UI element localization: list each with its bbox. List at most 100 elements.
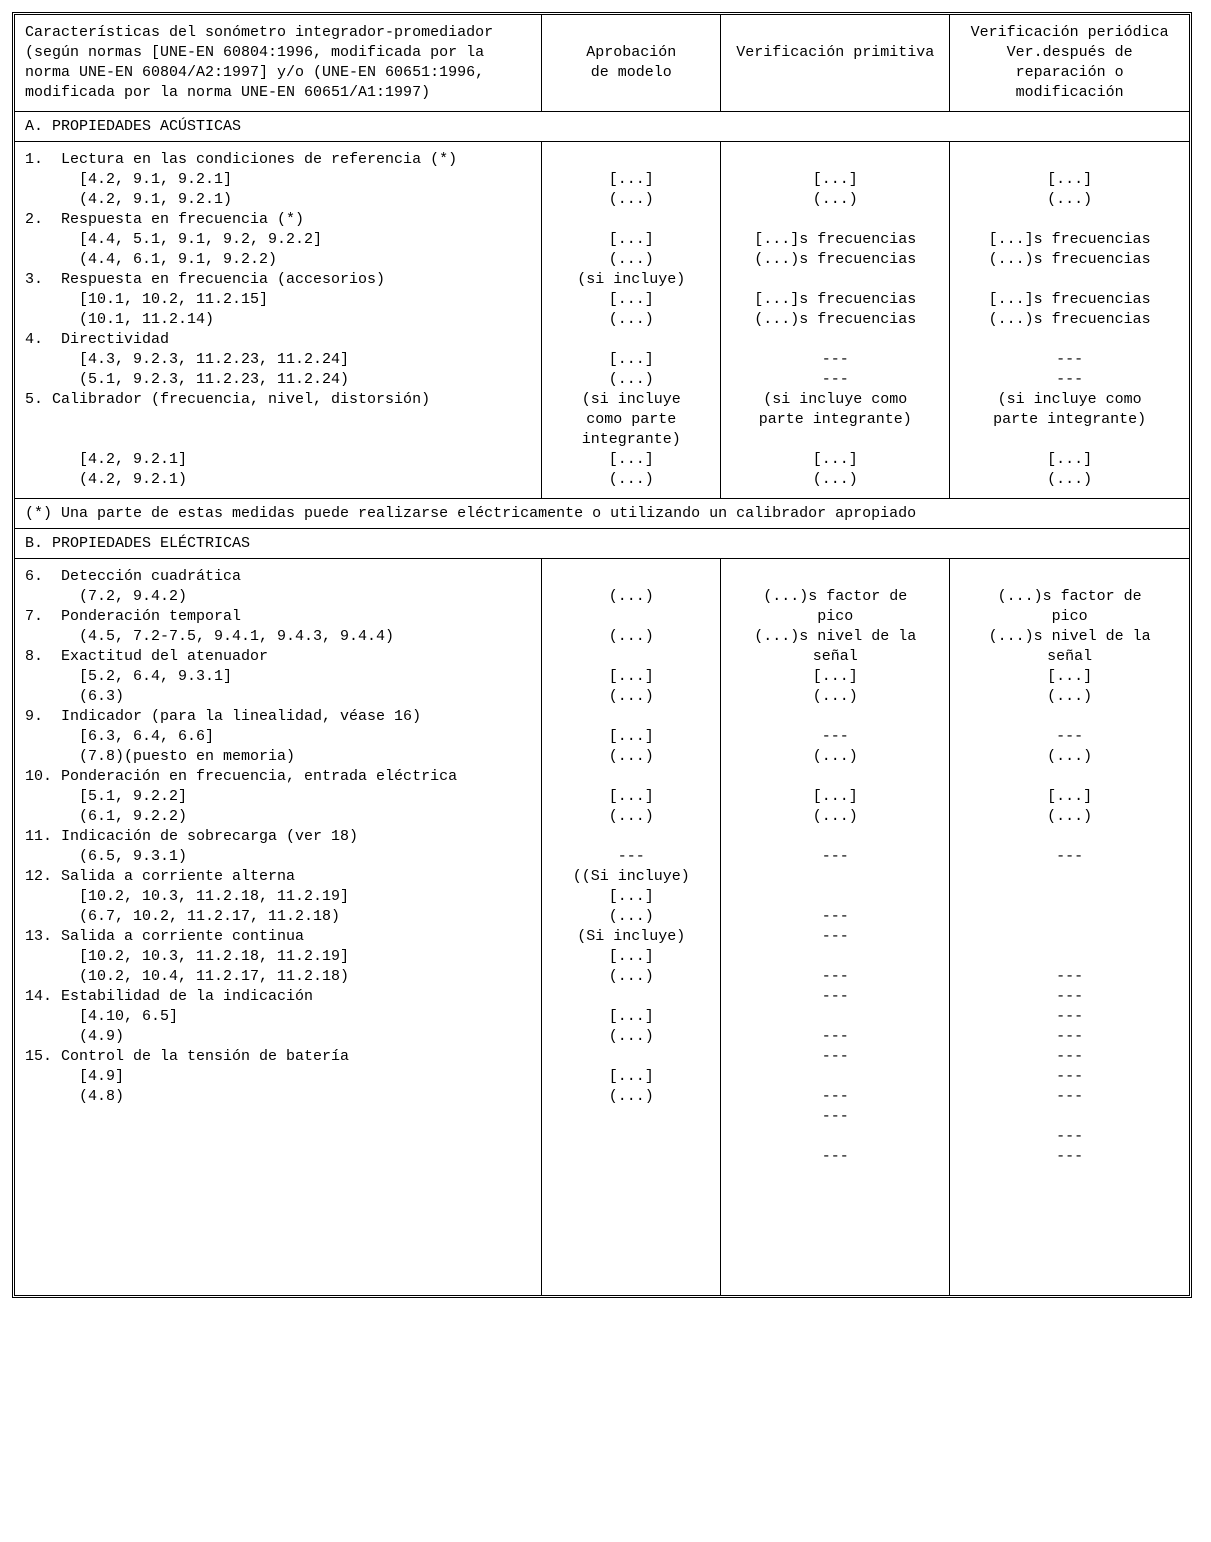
text-line: 7. Ponderación temporal: [25, 607, 531, 627]
hdr4-l5: modificación: [1016, 84, 1124, 101]
text-line: [25, 410, 531, 430]
text-line: (10.2, 10.4, 11.2.17, 11.2.18): [25, 967, 531, 987]
text-line: ---: [731, 1147, 939, 1167]
text-line: [552, 607, 710, 627]
text-line: (...)s nivel de la: [731, 627, 939, 647]
header-col1: Características del sonómetro integrador…: [15, 15, 542, 111]
text-line: [731, 1267, 939, 1287]
text-line: [...]s frecuencias: [960, 290, 1179, 310]
text-line: (...): [960, 470, 1179, 490]
text-line: [552, 1187, 710, 1207]
text-line: (...): [552, 587, 710, 607]
header-col2: Aprobación de modelo: [542, 15, 721, 111]
text-line: [4.10, 6.5]: [25, 1007, 531, 1027]
text-line: (...): [960, 190, 1179, 210]
text-line: [...]s frecuencias: [731, 230, 939, 250]
text-line: ---: [960, 727, 1179, 747]
text-line: [...]: [552, 887, 710, 907]
section-b-col4: (...)s factor depico(...)s nivel de lase…: [950, 559, 1189, 1295]
text-line: [...]: [552, 170, 710, 190]
text-line: (...): [552, 190, 710, 210]
text-line: ---: [960, 1067, 1179, 1087]
text-line: [552, 1207, 710, 1227]
text-line: (...): [731, 807, 939, 827]
text-line: (...)s frecuencias: [960, 310, 1179, 330]
section-b-body: 6. Detección cuadrática (7.2, 9.4.2)7. P…: [15, 559, 1189, 1295]
text-line: [25, 1247, 531, 1267]
text-line: [25, 1167, 531, 1187]
text-line: (...)s factor de: [731, 587, 939, 607]
text-line: [731, 270, 939, 290]
text-line: ---: [960, 1047, 1179, 1067]
text-line: [6.3, 6.4, 6.6]: [25, 727, 531, 747]
text-line: [...]: [552, 450, 710, 470]
text-line: (...): [552, 747, 710, 767]
text-line: [960, 1207, 1179, 1227]
text-line: ---: [960, 1087, 1179, 1107]
text-line: (Si incluye): [552, 927, 710, 947]
document-table: Características del sonómetro integrador…: [12, 12, 1192, 1298]
text-line: pico: [731, 607, 939, 627]
section-b-col2: (...) (...) [...](...) [...](...) [...](…: [542, 559, 721, 1295]
text-line: [552, 330, 710, 350]
text-line: [960, 150, 1179, 170]
text-line: [960, 1187, 1179, 1207]
text-line: (7.2, 9.4.2): [25, 587, 531, 607]
text-line: 13. Salida a corriente continua: [25, 927, 531, 947]
text-line: [960, 1167, 1179, 1187]
text-line: señal: [731, 647, 939, 667]
text-line: ---: [960, 967, 1179, 987]
text-line: como parte: [552, 410, 710, 430]
text-line: (...): [552, 1087, 710, 1107]
text-line: [552, 1147, 710, 1167]
text-line: [25, 1127, 531, 1147]
text-line: ---: [731, 987, 939, 1007]
text-line: [...]: [552, 230, 710, 250]
text-line: [731, 1207, 939, 1227]
text-line: [...]: [731, 450, 939, 470]
text-line: [25, 1147, 531, 1167]
text-line: ---: [731, 1087, 939, 1107]
text-line: [960, 947, 1179, 967]
text-line: [552, 567, 710, 587]
text-line: 8. Exactitud del atenuador: [25, 647, 531, 667]
text-line: [...]: [960, 667, 1179, 687]
text-line: [552, 827, 710, 847]
text-line: [960, 707, 1179, 727]
text-line: [...]: [552, 1007, 710, 1027]
text-line: ---: [960, 1147, 1179, 1167]
text-line: señal: [960, 647, 1179, 667]
text-line: parte integrante): [960, 410, 1179, 430]
text-line: (...)s factor de: [960, 587, 1179, 607]
text-line: [960, 907, 1179, 927]
section-b-col1: 6. Detección cuadrática (7.2, 9.4.2)7. P…: [15, 559, 542, 1295]
text-line: [960, 1267, 1179, 1287]
text-line: (si incluye: [552, 390, 710, 410]
text-line: 14. Estabilidad de la indicación: [25, 987, 531, 1007]
text-line: [731, 1127, 939, 1147]
text-line: ---: [960, 1127, 1179, 1147]
section-a-col4: [...](...) [...]s frecuencias(...)s frec…: [950, 142, 1189, 498]
hdr2-l2: de modelo: [591, 64, 672, 81]
hdr1-l3: norma UNE-EN 60804/A2:1997] y/o (UNE-EN …: [25, 64, 484, 81]
text-line: (...): [552, 627, 710, 647]
text-line: (4.9): [25, 1027, 531, 1047]
text-line: [731, 210, 939, 230]
text-line: ---: [731, 847, 939, 867]
text-line: [25, 1267, 531, 1287]
text-line: (4.5, 7.2-7.5, 9.4.1, 9.4.3, 9.4.4): [25, 627, 531, 647]
text-line: [10.2, 10.3, 11.2.18, 11.2.19]: [25, 887, 531, 907]
hdr1-l2: (según normas [UNE-EN 60804:1996, modifi…: [25, 44, 484, 61]
section-a-col1: 1. Lectura en las condiciones de referen…: [15, 142, 542, 498]
text-line: [552, 1227, 710, 1247]
text-line: [960, 1247, 1179, 1267]
text-line: (...): [552, 967, 710, 987]
text-line: [960, 1227, 1179, 1247]
text-line: [731, 430, 939, 450]
text-line: ---: [960, 1007, 1179, 1027]
text-line: [552, 1127, 710, 1147]
text-line: [960, 1107, 1179, 1127]
text-line: (...)s frecuencias: [731, 250, 939, 270]
text-line: (si incluye): [552, 270, 710, 290]
text-line: 4. Directividad: [25, 330, 531, 350]
